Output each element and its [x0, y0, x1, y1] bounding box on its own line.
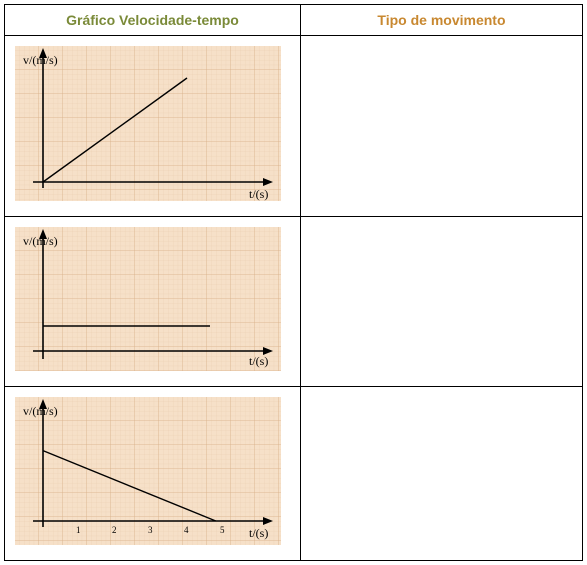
- y-axis-label-2: v/(m/s): [23, 234, 58, 248]
- x-tick: 2: [112, 525, 117, 535]
- velocity-graph-3: 1 2 3 4 5 v/(m/s) t/(s): [15, 397, 281, 545]
- type-cell-3: [300, 387, 582, 561]
- velocity-time-table: Gráfico Velocidade-tempo Tipo de movimen…: [4, 4, 583, 561]
- header-graph: Gráfico Velocidade-tempo: [5, 5, 301, 36]
- table-row: v/(m/s) t/(s): [5, 36, 583, 217]
- x-axis-label-1: t/(s): [249, 187, 268, 201]
- velocity-graph-2: v/(m/s) t/(s): [15, 227, 281, 371]
- type-cell-2: [300, 217, 582, 387]
- x-tick: 4: [184, 525, 189, 535]
- table-row: v/(m/s) t/(s): [5, 217, 583, 387]
- velocity-graph-1: v/(m/s) t/(s): [15, 46, 281, 201]
- graph-cell-1: v/(m/s) t/(s): [5, 36, 301, 217]
- header-graph-text: Gráfico Velocidade-tempo: [66, 12, 239, 28]
- header-type: Tipo de movimento: [300, 5, 582, 36]
- y-axis-label-1: v/(m/s): [23, 53, 58, 67]
- header-type-text: Tipo de movimento: [377, 12, 505, 28]
- graph-cell-2: v/(m/s) t/(s): [5, 217, 301, 387]
- x-tick: 1: [76, 525, 81, 535]
- table-row: 1 2 3 4 5 v/(m/s) t/(s): [5, 387, 583, 561]
- x-tick: 3: [148, 525, 153, 535]
- x-axis-label-2: t/(s): [249, 354, 268, 368]
- x-tick: 5: [220, 525, 225, 535]
- x-axis-label-3: t/(s): [249, 526, 268, 540]
- graph-cell-3: 1 2 3 4 5 v/(m/s) t/(s): [5, 387, 301, 561]
- y-axis-label-3: v/(m/s): [23, 404, 58, 418]
- type-cell-1: [300, 36, 582, 217]
